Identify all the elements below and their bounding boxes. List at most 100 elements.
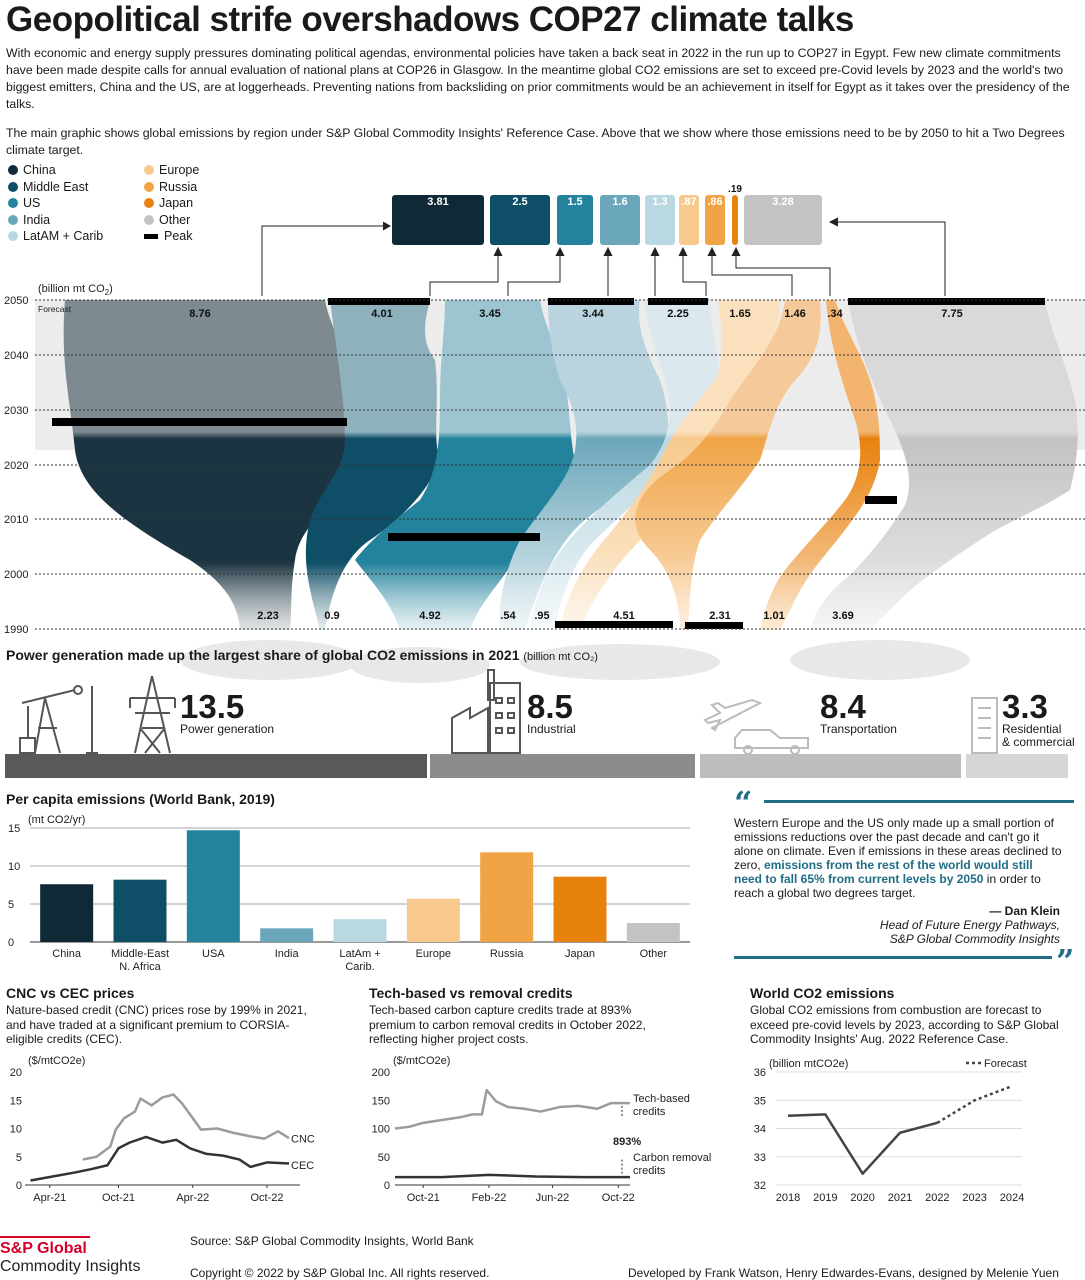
legend-swatch — [144, 182, 154, 192]
value-2050-latam: 2.25 — [667, 308, 688, 320]
annotation-893: 893% — [613, 1136, 641, 1148]
y-tick-label: 10 — [8, 861, 20, 873]
x-tick-label: Oct-22 — [250, 1192, 283, 1204]
value-2050-india: 3.44 — [582, 308, 604, 320]
target-value: 1.3 — [652, 196, 667, 208]
bar — [186, 830, 240, 942]
target-value: 1.6 — [612, 196, 627, 208]
y-unit-label: ($/mtCO2e) — [28, 1055, 85, 1067]
series-line — [936, 1084, 1013, 1124]
target-box-7 — [732, 195, 738, 245]
y-tick-label: 15 — [8, 823, 20, 835]
peak-japan — [865, 496, 897, 504]
x-tick-label: N. Africa — [119, 961, 161, 973]
copyright: Copyright © 2022 by S&P Global Inc. All … — [190, 1266, 490, 1280]
year-label: 2050 — [4, 295, 28, 307]
two-degree-targets: 3.81 2.5 1.5 1.6 1.3 .87 .86 .19 3.28 — [392, 184, 822, 245]
sector-industrial: 8.5 Industrial — [527, 690, 576, 736]
value-1990-japan: 1.01 — [763, 610, 784, 622]
y-tick-label: 0 — [16, 1180, 22, 1192]
sector-bar-power — [5, 754, 427, 778]
target-value: 1.5 — [567, 196, 582, 208]
quote-text: Western Europe and the US only made up a… — [734, 816, 1062, 900]
x-tick-label: 2024 — [1000, 1192, 1024, 1204]
y-tick-label: 20 — [10, 1067, 22, 1079]
x-tick-label: Other — [640, 948, 668, 960]
legend-forecast-label: Forecast — [984, 1058, 1027, 1070]
x-tick-label: Oct-21 — [102, 1192, 135, 1204]
y-tick-label: 0 — [384, 1180, 390, 1192]
bar — [480, 852, 534, 942]
main-chart-unit: (billion mt CO2) — [38, 283, 113, 297]
bar — [406, 898, 460, 942]
y-tick-label: 200 — [372, 1067, 390, 1079]
sector-value: 13.5 — [180, 688, 245, 725]
logo: S&P Global Commodity Insights — [0, 1236, 141, 1276]
main-emissions-chart: 3.81 2.5 1.5 1.6 1.3 .87 .86 .19 3.28 — [0, 184, 1085, 710]
cnc-desc: Nature-based credit (CNC) prices rose by… — [6, 1003, 307, 1046]
y-tick-label: 33 — [754, 1152, 766, 1164]
y-unit-label: (billion mtCO2e) — [769, 1058, 848, 1070]
y-tick-label: 5 — [16, 1152, 22, 1164]
power-section-title: Power generation made up the largest sha… — [6, 647, 598, 663]
x-tick-label: Oct-22 — [602, 1192, 635, 1204]
legend-item-russia: Russia — [144, 180, 197, 194]
x-tick-label: Oct-21 — [407, 1192, 440, 1204]
values-1990: 2.23 0.9 4.92 .54 .95 4.51 2.31 1.01 3.6… — [257, 610, 853, 622]
building-icon — [971, 697, 998, 754]
stream-europe — [560, 300, 780, 630]
x-tick-label: 2022 — [925, 1192, 949, 1204]
value-1990-china: 2.23 — [257, 610, 278, 622]
y-tick-label: 50 — [378, 1152, 390, 1164]
x-tick-label: USA — [202, 948, 225, 960]
legend-swatch — [8, 198, 18, 208]
oil-pump-icon — [19, 685, 98, 754]
x-tick-label: India — [275, 948, 300, 960]
y-tick-label: 100 — [372, 1124, 390, 1136]
value-2050-russia: 1.46 — [784, 308, 805, 320]
sector-bar-residential — [966, 754, 1068, 778]
sector-residential: 3.3 Residential & commercial — [1002, 690, 1075, 749]
sector-icons — [5, 669, 1068, 778]
value-2050-china: 8.76 — [189, 308, 210, 320]
tech-chart: ($/mtCO2e) 0 50 100 150 200 Oct-21 Feb-22 Jun-22… — [372, 1055, 712, 1204]
value-2050-europe: 1.65 — [729, 308, 750, 320]
series-line — [30, 1135, 290, 1182]
target-value: .87 — [681, 196, 696, 208]
quote-rule-bottom — [734, 956, 1052, 959]
series-label-cec: CEC — [291, 1160, 314, 1172]
legend-swatch — [144, 198, 154, 208]
year-label: 2020 — [4, 460, 28, 472]
x-tick-label: Apr-21 — [33, 1192, 66, 1204]
legend-swatch — [8, 231, 18, 241]
bottom-fade — [0, 560, 1085, 710]
source-note: Source: S&P Global Commodity Insights, W… — [190, 1234, 474, 1248]
bar — [333, 919, 387, 942]
logo-rule — [0, 1236, 90, 1238]
value-1990-me: 0.9 — [324, 610, 339, 622]
legend-swatch — [8, 215, 18, 225]
x-tick-label: 2021 — [888, 1192, 912, 1204]
sector-label: Power generation — [180, 722, 275, 736]
peak-other — [848, 298, 1045, 305]
legend-item-europe: Europe — [144, 163, 199, 177]
x-tick-label: Jun-22 — [536, 1192, 570, 1204]
peak-china — [52, 418, 347, 426]
legend-item-japan: Japan — [144, 196, 193, 210]
world-chart: (billion mtCO2e) 32 33 34 35 36 2018 2019 2020 20… — [754, 1058, 1027, 1204]
year-label: 2010 — [4, 514, 28, 526]
sector-bar-transport — [700, 754, 961, 778]
peak-europe — [555, 621, 673, 628]
sector-transportation: 8.4 Transportation — [820, 690, 897, 736]
target-connectors — [261, 217, 946, 296]
year-label: 2040 — [4, 350, 28, 362]
target-value: .86 — [707, 196, 722, 208]
close-quote-icon: ” — [1056, 942, 1075, 980]
peak-russia — [685, 622, 743, 629]
y-tick-label: 15 — [10, 1095, 22, 1107]
target-value: 3.81 — [427, 196, 448, 208]
stream-latam — [530, 300, 720, 630]
value-1990-europe: 4.51 — [613, 610, 634, 622]
sector-value: 3.3 — [1002, 688, 1048, 725]
